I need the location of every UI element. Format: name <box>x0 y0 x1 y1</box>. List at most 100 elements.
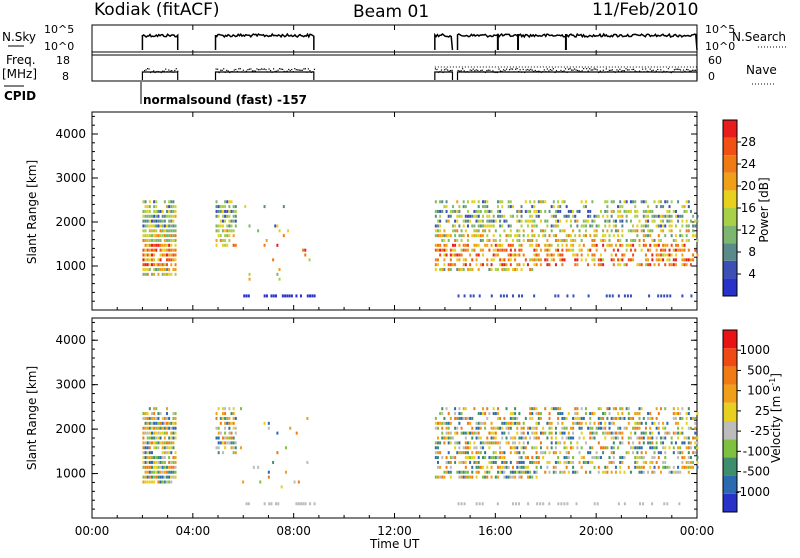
power-data-point <box>670 200 673 204</box>
noise-right-tick-bottom: 10^0 <box>705 40 735 53</box>
power-data-point <box>148 234 151 238</box>
power-data-point <box>509 243 512 247</box>
power-data-point <box>481 200 484 204</box>
velocity-data-point <box>557 412 560 416</box>
velocity-data-point <box>539 441 542 445</box>
power-data-point <box>524 219 527 223</box>
velocity-data-point <box>494 436 497 440</box>
power-data-point <box>244 205 247 209</box>
velocity-data-point <box>215 412 218 416</box>
velocity-data-point <box>153 456 156 460</box>
velocity-data-point <box>163 426 166 430</box>
power-data-point <box>439 248 442 252</box>
velocity-data-point <box>153 480 156 484</box>
velocity-data-point <box>572 431 575 435</box>
power-colorbar-swatch <box>723 172 737 191</box>
velocity-data-point <box>505 407 508 411</box>
nave-dot <box>696 69 698 71</box>
velocity-data-point <box>572 465 575 469</box>
power-data-point <box>659 253 662 257</box>
power-data-point <box>681 248 684 252</box>
power-data-point <box>445 243 448 247</box>
power-data-point <box>484 243 487 247</box>
power-data-point <box>481 224 484 228</box>
power-data-point <box>516 209 519 213</box>
power-data-point <box>155 238 158 242</box>
power-data-point <box>627 258 630 262</box>
velocity-data-point <box>526 431 529 435</box>
power-data-point <box>490 294 493 298</box>
power-data-point <box>150 234 153 238</box>
power-data-point <box>580 200 583 204</box>
velocity-data-point <box>471 456 474 460</box>
velocity-data-point <box>484 412 487 416</box>
velocity-data-point <box>518 460 521 464</box>
power-data-point <box>496 209 499 213</box>
velocity-data-point <box>638 412 641 416</box>
power-data-point <box>537 253 540 257</box>
power-data-point <box>146 219 149 223</box>
velocity-data-point <box>460 470 463 474</box>
velocity-data-point <box>460 426 463 430</box>
velocity-data-point <box>604 412 607 416</box>
nave-dot <box>297 69 299 71</box>
power-data-point <box>567 234 570 238</box>
velocity-data-point <box>477 460 480 464</box>
power-data-point <box>484 205 487 209</box>
nave-dot <box>616 69 618 71</box>
velocity-data-point <box>142 446 145 450</box>
nave-dot <box>288 68 290 71</box>
velocity-data-point <box>565 460 568 464</box>
power-data-point <box>443 238 446 242</box>
power-data-point <box>535 209 538 213</box>
power-data-point <box>514 248 517 252</box>
velocity-data-point <box>501 426 504 430</box>
power-data-point <box>657 294 660 298</box>
power-data-point <box>462 248 465 252</box>
power-data-point <box>557 248 560 252</box>
power-data-point <box>565 219 568 223</box>
velocity-data-point <box>687 460 690 464</box>
velocity-data-point <box>550 421 553 425</box>
power-data-point <box>488 224 491 228</box>
power-data-point <box>161 219 164 223</box>
velocity-data-point <box>537 416 540 420</box>
velocity-data-point <box>153 421 156 425</box>
power-data-point <box>679 234 682 238</box>
power-data-point <box>499 209 502 213</box>
nave-dot <box>232 71 234 73</box>
velocity-data-point <box>447 421 450 425</box>
velocity-data-point <box>582 436 585 440</box>
power-data-point <box>148 248 151 252</box>
velocity-data-point <box>436 421 439 425</box>
nave-dot <box>548 70 550 72</box>
velocity-data-point <box>539 412 542 416</box>
power-data-point <box>644 209 647 213</box>
velocity-data-point <box>687 412 690 416</box>
velocity-data-point <box>159 470 162 474</box>
velocity-data-point <box>649 416 652 420</box>
velocity-data-point <box>608 407 611 411</box>
velocity-data-point <box>172 470 175 474</box>
power-data-point <box>163 248 166 252</box>
power-data-point <box>490 209 493 213</box>
power-data-point <box>561 200 564 204</box>
velocity-data-point <box>597 441 600 445</box>
power-data-point <box>434 243 437 247</box>
velocity-data-point <box>516 426 519 430</box>
velocity-y-tick-label: 1000 <box>55 467 86 481</box>
velocity-data-point <box>499 451 502 455</box>
velocity-data-point <box>533 436 536 440</box>
velocity-data-point <box>593 412 596 416</box>
power-data-point <box>569 209 572 213</box>
power-data-point <box>648 294 651 298</box>
power-panel-frame <box>91 111 698 311</box>
velocity-data-point <box>501 456 504 460</box>
power-data-point <box>436 243 439 247</box>
power-data-point <box>174 214 177 218</box>
velocity-data-point <box>662 436 665 440</box>
power-data-point <box>466 234 469 238</box>
power-data-point <box>587 214 590 218</box>
velocity-data-point <box>484 426 487 430</box>
